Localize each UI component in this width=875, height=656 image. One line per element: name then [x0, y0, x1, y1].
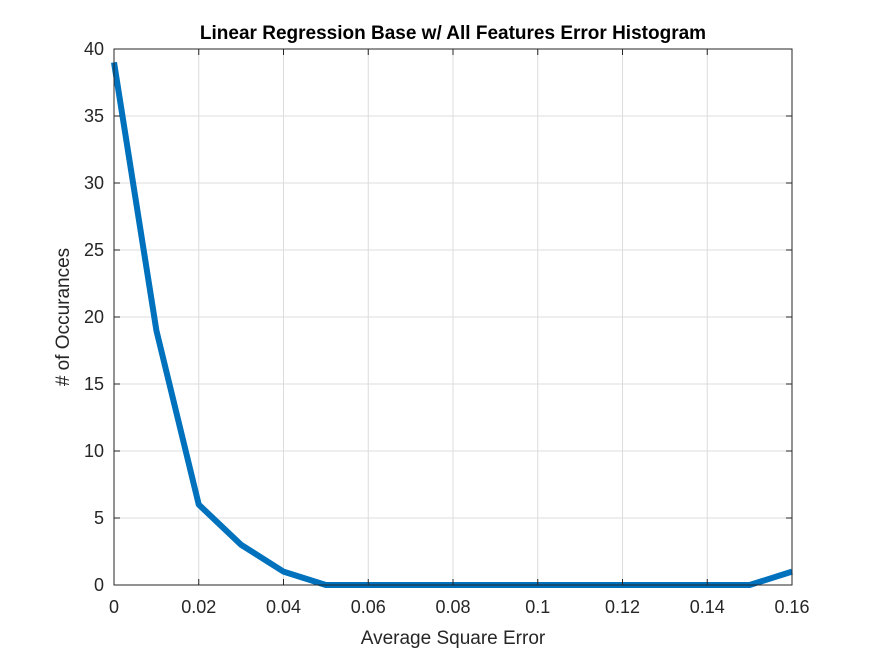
- x-tick-label: 0: [109, 597, 119, 617]
- y-axis-label: # of Occurances: [53, 248, 74, 386]
- chart-title: Linear Regression Base w/ All Features E…: [200, 23, 706, 44]
- y-ticks: 0 5 10 15 20 25 30 35 40: [84, 39, 792, 595]
- y-tick-label: 35: [84, 106, 104, 126]
- x-tick-label: 0.04: [266, 597, 301, 617]
- x-tick-label: 0.1: [525, 597, 550, 617]
- y-tick-label: 25: [84, 240, 104, 260]
- x-tick-label: 0.12: [605, 597, 640, 617]
- y-tick-label: 5: [94, 508, 104, 528]
- x-tick-label: 0.06: [351, 597, 386, 617]
- y-tick-label: 30: [84, 173, 104, 193]
- y-tick-label: 20: [84, 307, 104, 327]
- x-tick-label: 0.02: [181, 597, 216, 617]
- x-tick-label: 0.14: [690, 597, 725, 617]
- y-tick-label: 15: [84, 374, 104, 394]
- y-tick-label: 10: [84, 441, 104, 461]
- x-tick-label: 0.16: [774, 597, 809, 617]
- x-ticks: 0 0.02 0.04 0.06 0.08 0.1 0.12 0.14 0.16: [109, 49, 810, 617]
- x-tick-label: 0.08: [435, 597, 470, 617]
- y-tick-label: 40: [84, 39, 104, 59]
- x-axis-label: Average Square Error: [361, 628, 546, 649]
- y-tick-label: 0: [94, 575, 104, 595]
